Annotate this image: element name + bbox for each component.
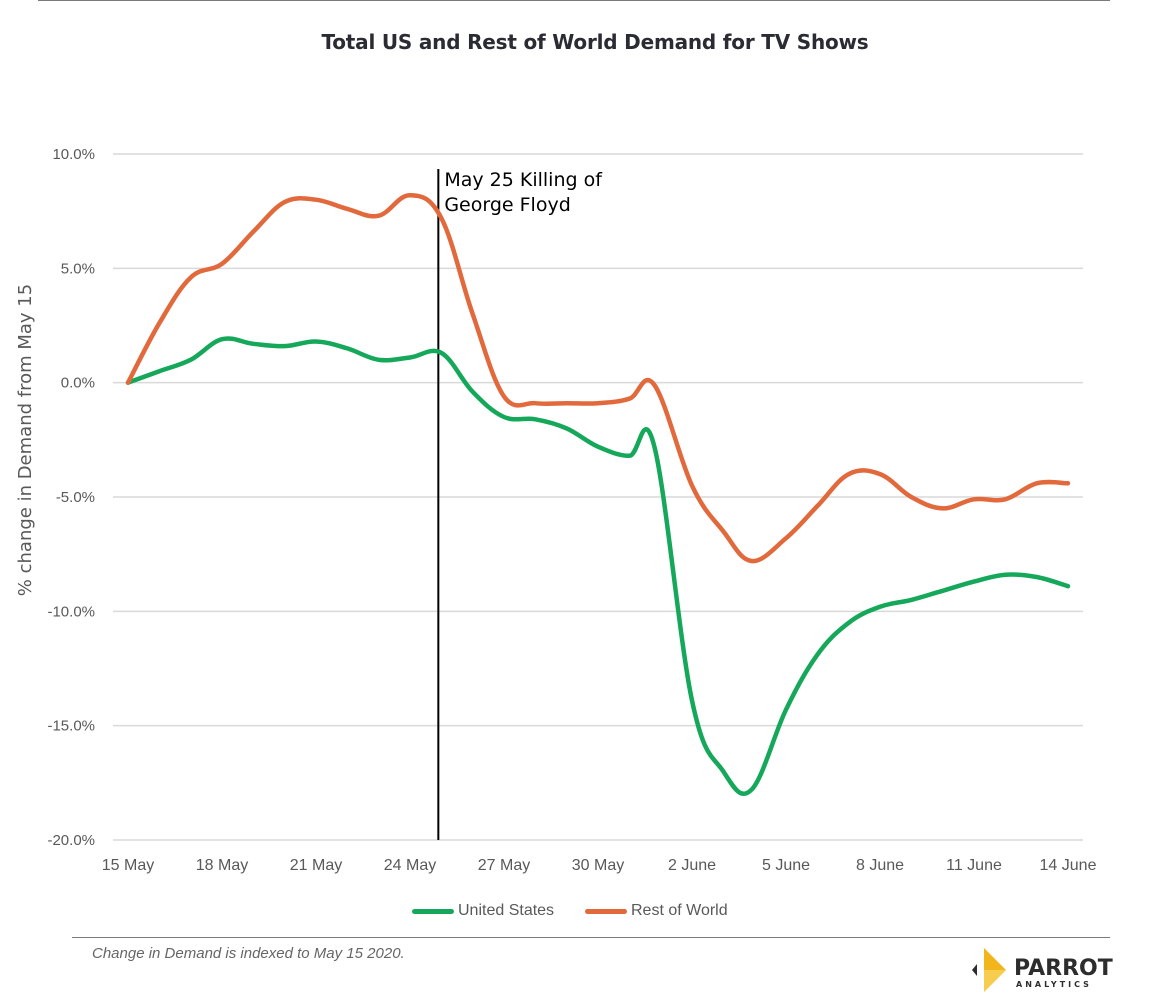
x-tick-label: 8 June [856, 857, 904, 874]
gridlines [113, 153, 1083, 841]
y-tick-label: 5.0% [61, 260, 95, 277]
logo-subtext: ANALYTICS [1016, 980, 1092, 989]
legend-item-united-states[interactable]: United States [412, 902, 554, 920]
annotation-text-line1: May 25 Killing of [444, 169, 603, 191]
y-tick-label: -10.0% [47, 603, 95, 620]
line-chart: 10.0% 5.0% 0.0% -5.0% -10.0% -15.0% -20.0% 15 … [15, 146, 1097, 874]
y-tick-label: 10.0% [52, 146, 95, 163]
legend-swatch-united-states [412, 908, 454, 914]
legend-swatch-rest-of-world [585, 908, 627, 914]
bottom-rule [72, 937, 1110, 938]
x-tick-label: 11 June [946, 857, 1002, 874]
y-axis-ticks: 10.0% 5.0% 0.0% -5.0% -10.0% -15.0% -20.0% [47, 146, 95, 849]
parrot-logo-mark-icon [972, 948, 1006, 992]
legend: United States Rest of World [0, 902, 1170, 924]
legend-label-united-states: United States [458, 902, 555, 919]
x-axis-ticks: 15 May 18 May 21 May 24 May 27 May 30 May 2 Ju… [102, 857, 1097, 874]
x-tick-label: 2 June [668, 857, 716, 874]
series-line-rest-of-world [125, 192, 1071, 564]
footnote: Change in Demand is indexed to May 15 20… [92, 945, 405, 962]
chart-title: Total US and Rest of World Demand for TV… [321, 30, 869, 54]
x-tick-label: 5 June [762, 857, 810, 874]
x-tick-label: 24 May [384, 857, 436, 874]
x-tick-label: 15 May [102, 857, 154, 874]
legend-label-rest-of-world: Rest of World [631, 902, 728, 919]
parrot-analytics-logo: PARROT ANALYTICS [966, 946, 1116, 992]
logo-wordmark: PARROT [1014, 956, 1113, 981]
x-tick-label: 14 June [1040, 857, 1097, 874]
legend-item-rest-of-world[interactable]: Rest of World [585, 902, 728, 920]
x-tick-label: 30 May [572, 857, 624, 874]
series-lines [125, 192, 1071, 796]
x-tick-label: 27 May [478, 857, 530, 874]
y-tick-label: 0.0% [61, 375, 95, 392]
x-tick-label: 21 May [290, 857, 342, 874]
y-tick-label: -15.0% [47, 718, 95, 735]
y-tick-label: -5.0% [56, 489, 95, 506]
x-tick-label: 18 May [196, 857, 248, 874]
y-tick-label: -20.0% [47, 832, 95, 849]
top-rule [38, 0, 1110, 1]
y-axis-label: % change in Demand from May 15 [15, 284, 36, 596]
series-line-united-states [125, 336, 1071, 796]
annotation-text-line2: George Floyd [444, 194, 570, 216]
